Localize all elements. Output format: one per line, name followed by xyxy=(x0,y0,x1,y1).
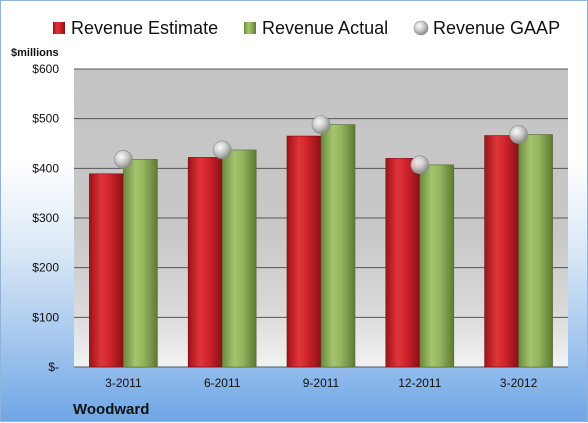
y-tick-label: $100 xyxy=(32,310,59,324)
x-axis-ticks: 3-2011 6-2011 9-2011 12-2011 3-2012 xyxy=(105,376,537,390)
x-tick-label: 9-2011 xyxy=(303,376,340,390)
y-tick-label: $200 xyxy=(32,261,59,275)
x-tick-label: 3-2012 xyxy=(500,376,538,390)
marker-revenue-gaap xyxy=(509,125,528,144)
legend-label: Revenue Actual xyxy=(262,18,388,38)
bars xyxy=(89,124,553,368)
bar-revenue-estimate xyxy=(385,158,421,368)
bar-revenue-estimate xyxy=(187,157,223,368)
legend-label: Revenue GAAP xyxy=(433,18,560,38)
y-tick-label: $300 xyxy=(32,211,59,225)
bar-revenue-actual xyxy=(123,159,158,368)
x-tick-label: 6-2011 xyxy=(204,376,241,390)
marker-revenue-gaap xyxy=(114,150,133,169)
bar-revenue-estimate xyxy=(89,173,124,368)
bar-revenue-estimate xyxy=(484,135,519,368)
bar-revenue-estimate xyxy=(286,135,322,368)
legend-swatch xyxy=(413,20,429,36)
legend: Revenue Estimate Revenue Actual Revenue GA… xyxy=(53,18,560,38)
y-axis-ticks: $- $100 $200 $300 $400 $500 $600 xyxy=(32,62,59,374)
marker-revenue-gaap xyxy=(212,140,232,160)
company-label: Woodward xyxy=(73,401,149,418)
legend-label: Revenue Estimate xyxy=(71,18,218,38)
y-tick-label: $500 xyxy=(32,112,59,126)
bar-revenue-actual xyxy=(320,124,356,368)
bar-revenue-actual xyxy=(221,149,257,368)
y-tick-label: $- xyxy=(48,360,59,374)
x-tick-label: 3-2011 xyxy=(105,376,142,390)
unit-label: $millions xyxy=(11,47,59,59)
x-tick-label: 12-2011 xyxy=(398,376,441,390)
marker-revenue-gaap xyxy=(311,115,331,134)
legend-swatch xyxy=(244,22,256,34)
bar-revenue-actual xyxy=(419,164,455,368)
bar-revenue-actual xyxy=(518,134,553,368)
gaap-markers xyxy=(114,115,528,175)
marker-revenue-gaap xyxy=(410,155,430,175)
y-tick-label: $600 xyxy=(32,62,59,76)
y-tick-label: $400 xyxy=(32,161,59,175)
legend-swatch xyxy=(53,22,65,34)
